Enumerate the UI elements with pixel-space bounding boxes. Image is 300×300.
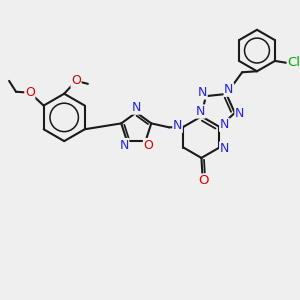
Text: N: N: [132, 101, 141, 114]
Text: N: N: [119, 139, 129, 152]
Text: N: N: [224, 83, 233, 96]
Text: N: N: [198, 86, 207, 99]
Text: N: N: [235, 107, 244, 120]
Text: O: O: [71, 74, 81, 87]
Text: O: O: [25, 86, 35, 99]
Text: O: O: [143, 139, 153, 152]
Text: N: N: [196, 105, 205, 118]
Text: O: O: [198, 174, 209, 187]
Text: Cl: Cl: [287, 56, 300, 69]
Text: N: N: [173, 119, 182, 132]
Text: N: N: [220, 142, 229, 155]
Text: N: N: [220, 118, 229, 131]
